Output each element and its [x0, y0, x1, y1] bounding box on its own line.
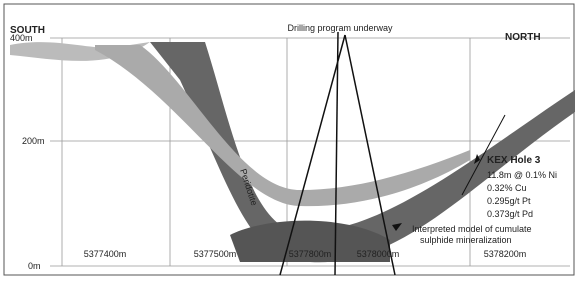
north-label: NORTH — [505, 32, 541, 43]
hole-assay: 0.295g/t Pt — [487, 196, 531, 206]
x-label: 5377800m — [289, 249, 332, 259]
hole-assay: 0.32% Cu — [487, 183, 527, 193]
y-label: 0m — [28, 261, 41, 271]
y-label: 400m — [10, 33, 33, 43]
model-note: sulphide mineralization — [420, 235, 512, 245]
hole-name: KEX Hole 3 — [487, 155, 541, 166]
cross-section: SOUTH NORTH Drilling program underway 40… — [0, 0, 578, 281]
x-label: 5378200m — [484, 249, 527, 259]
hole-assay: 11.8m @ 0.1% Ni — [487, 170, 557, 180]
x-label: 5377500m — [194, 249, 237, 259]
hole-assay: 0.373g/t Pd — [487, 209, 533, 219]
title: Drilling program underway — [287, 23, 393, 33]
model-note: Interpreted model of cumulate — [412, 224, 532, 234]
x-label: 5378000m — [357, 249, 400, 259]
x-label: 5377400m — [84, 249, 127, 259]
y-label: 200m — [22, 136, 45, 146]
